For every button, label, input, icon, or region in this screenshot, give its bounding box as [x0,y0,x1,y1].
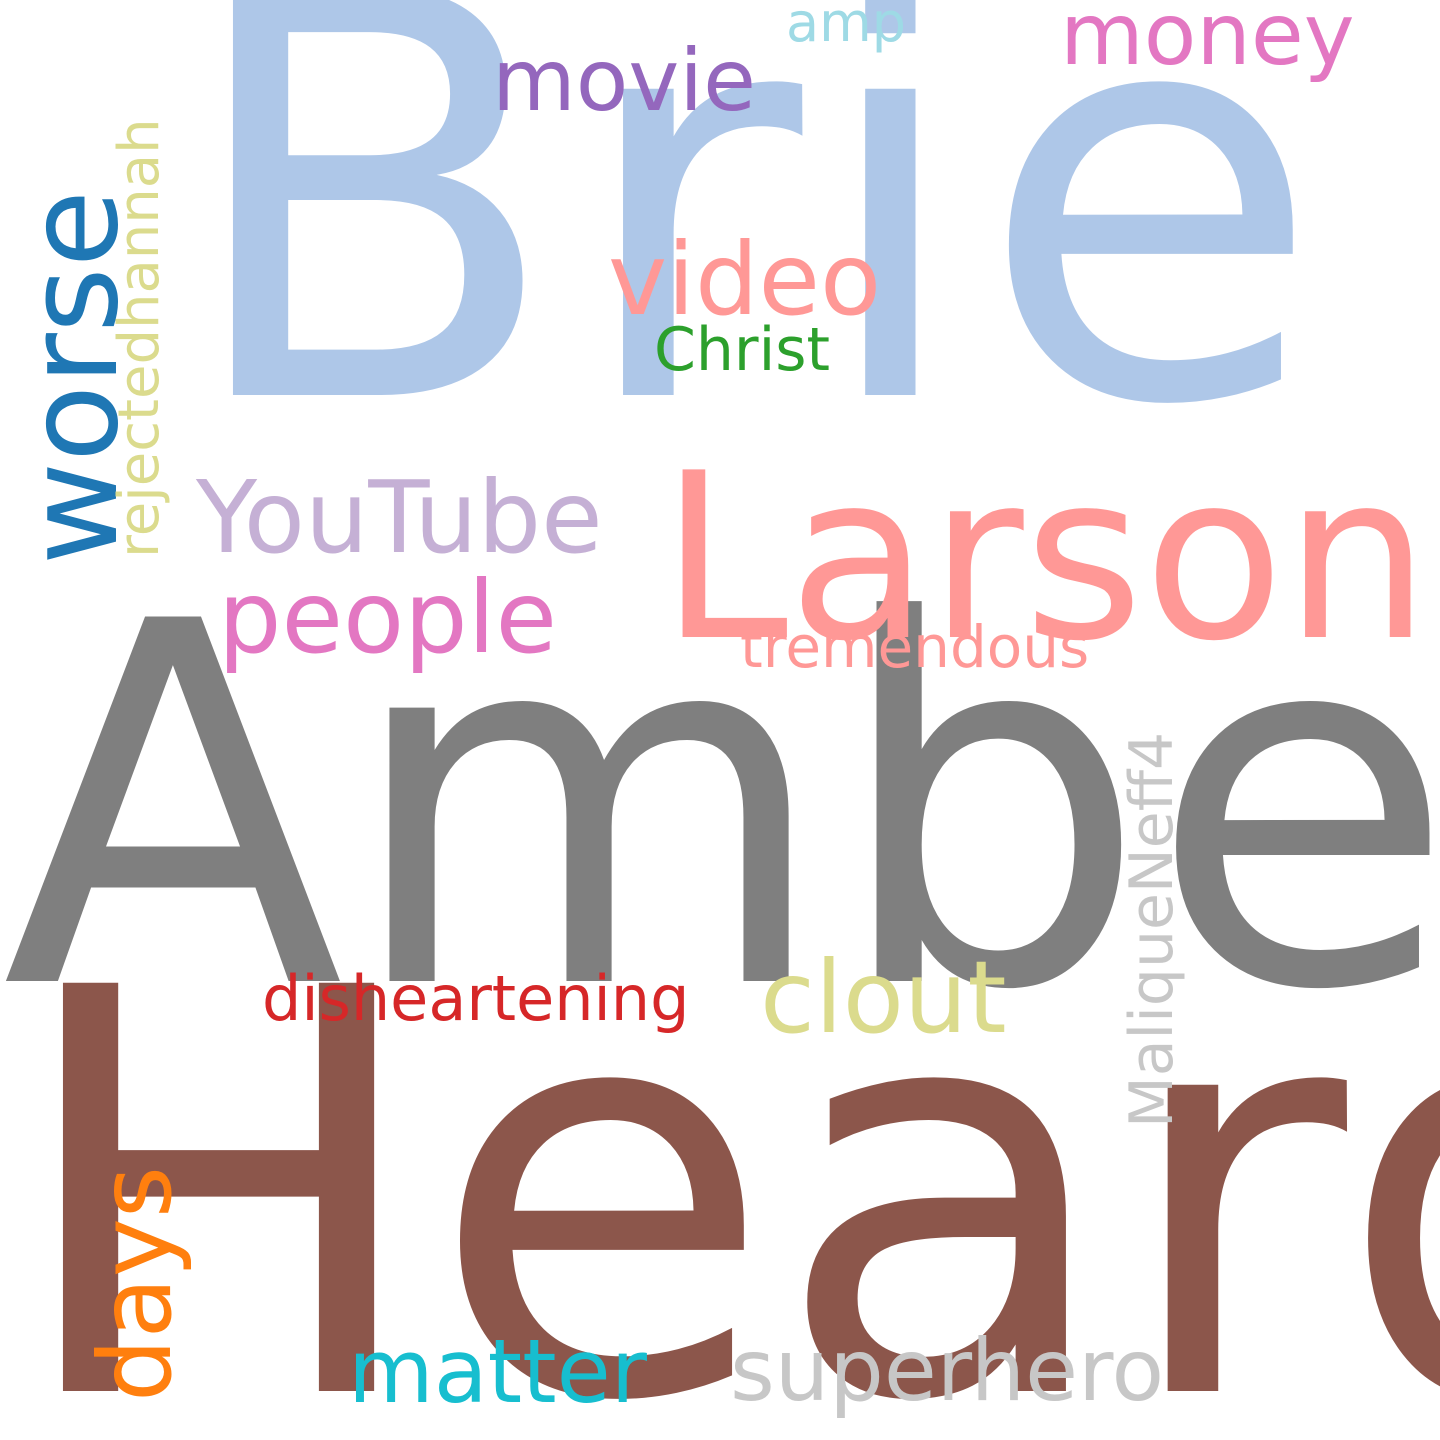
word-superhero: superhero [730,1321,1165,1421]
word-people: people [218,559,557,676]
word-movie: movie [492,31,757,131]
word-rejectedhannah: rejectedhannah [107,118,172,558]
word-amp: amp [786,0,906,54]
word-money: money [1060,0,1355,85]
word-christ: Christ [654,315,831,385]
word-days: days [77,1165,194,1402]
word-larson: Larson [660,425,1430,692]
word-clout: clout [760,939,1007,1056]
word-amber: Amber [2,517,1440,1099]
word-heard: Heard [8,872,1440,1440]
word-maliqueneff4: MaliqueNeff4 [1117,731,1187,1128]
word-matter: matter [348,1320,647,1423]
word-video: video [608,221,882,338]
word-brie: Brie [178,0,1333,528]
word-disheartening: disheartening [262,962,690,1035]
word-tremendous: tremendous [740,613,1090,681]
word-youtube: YouTube [196,459,603,576]
